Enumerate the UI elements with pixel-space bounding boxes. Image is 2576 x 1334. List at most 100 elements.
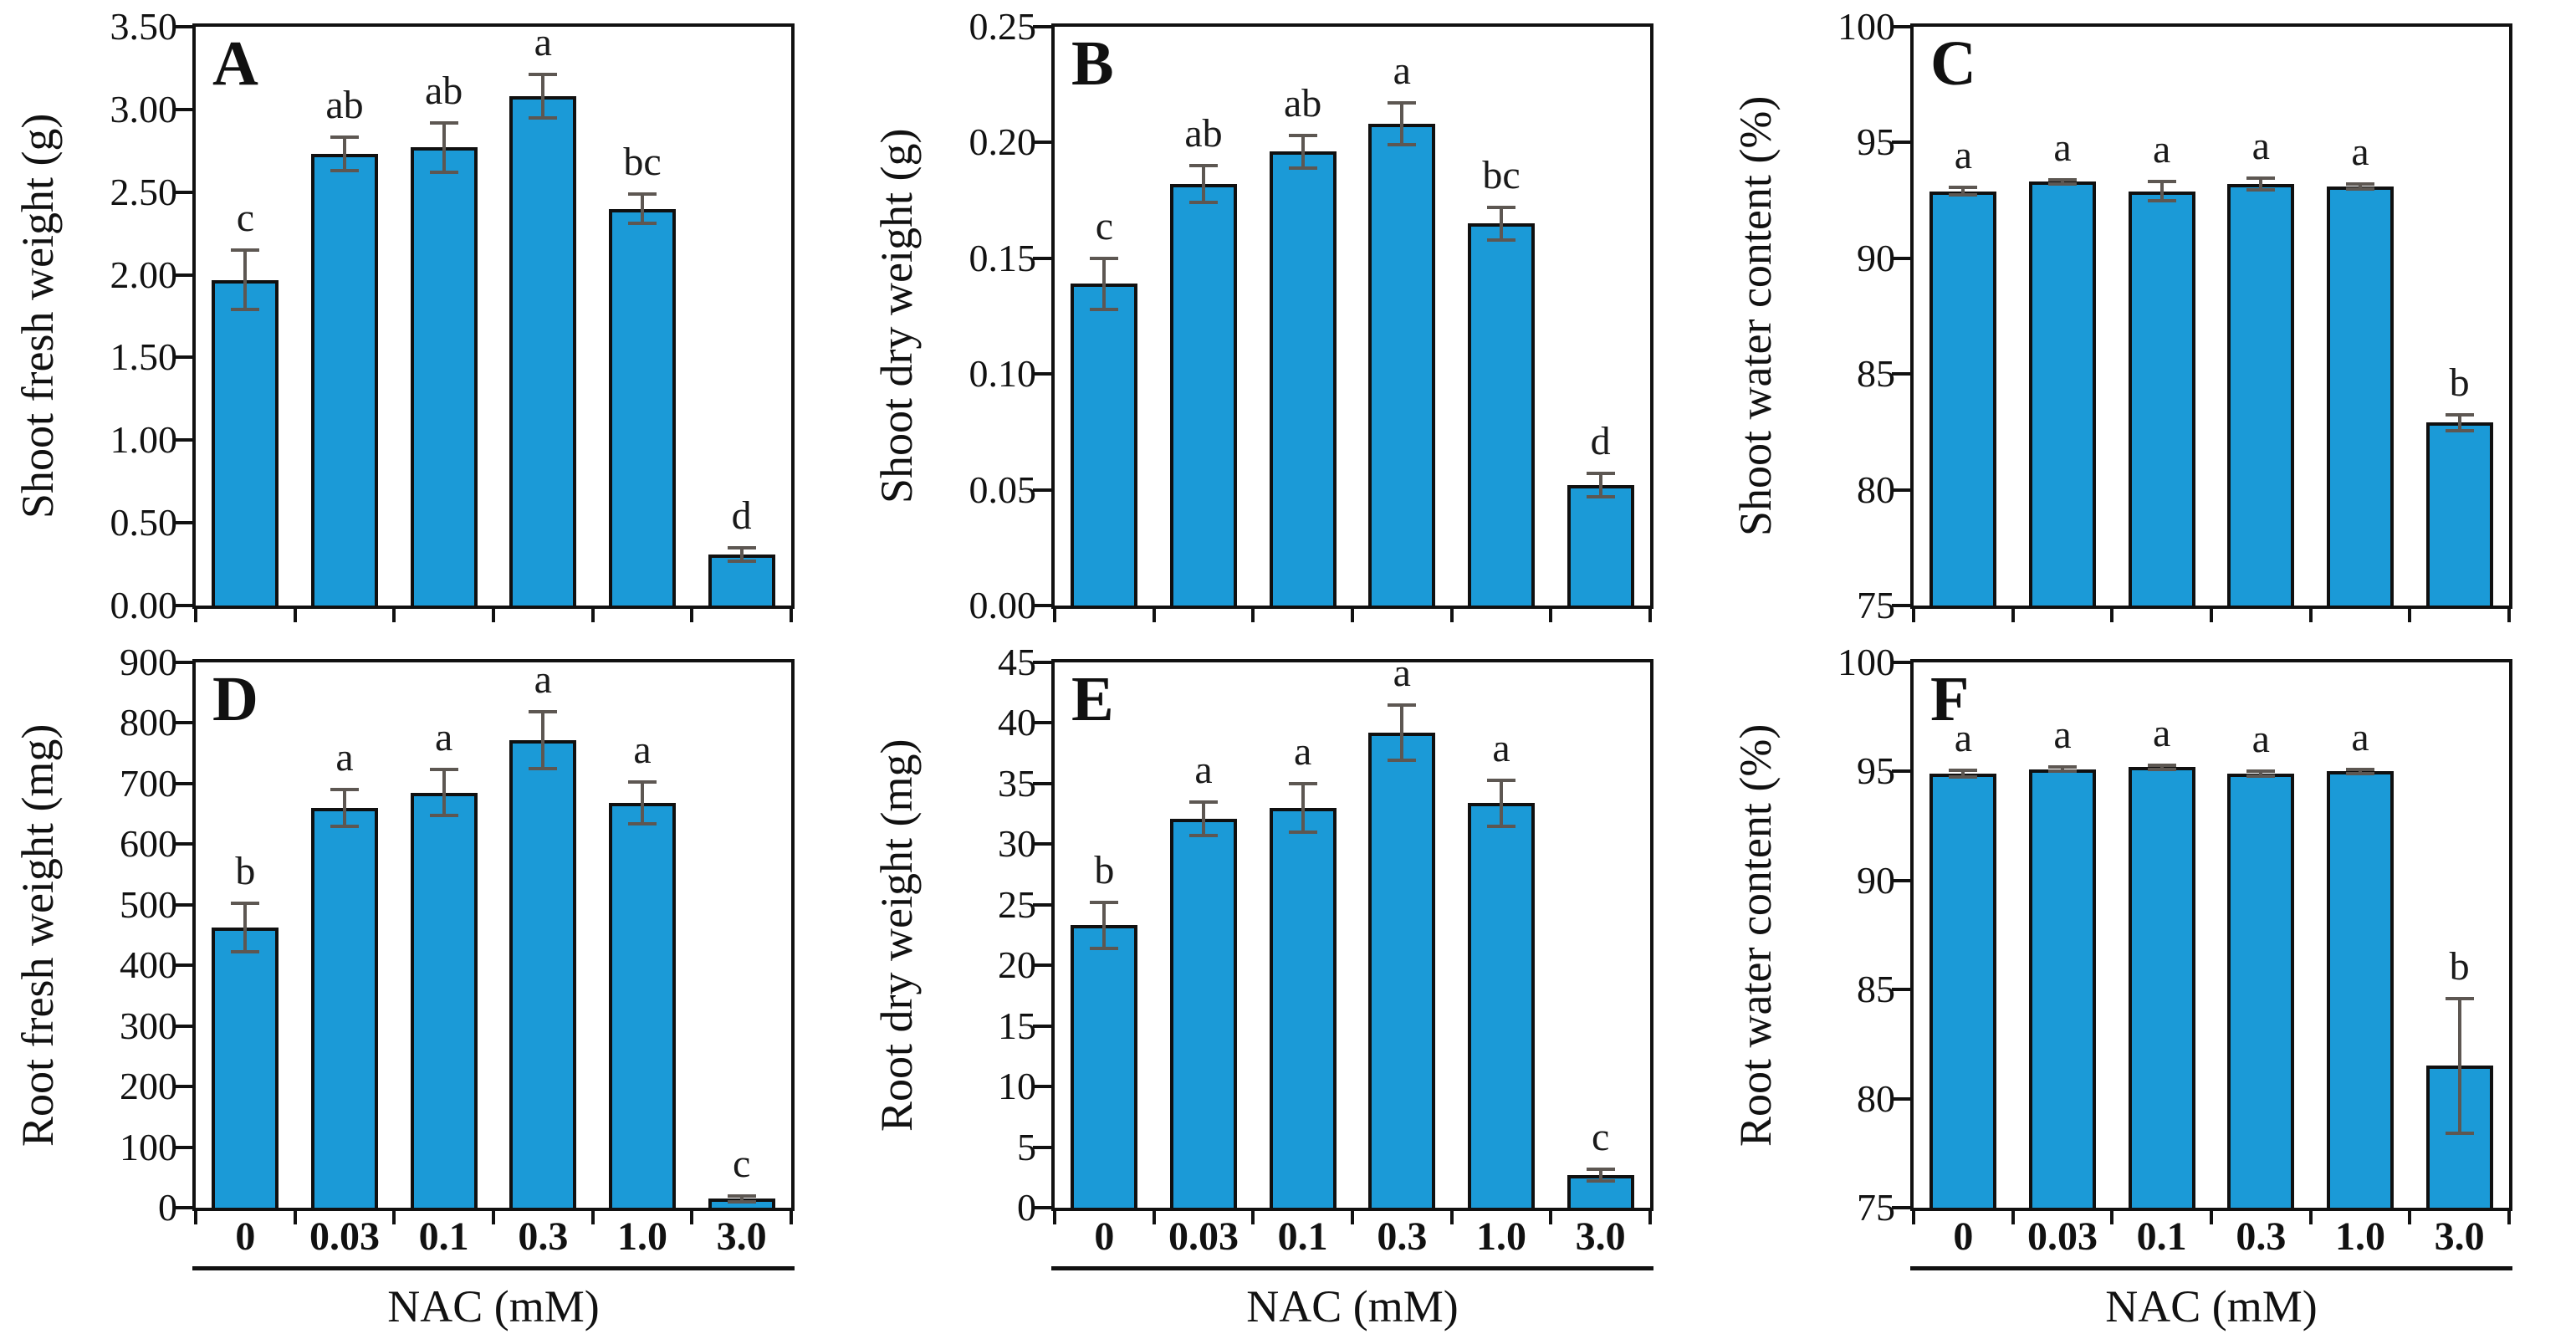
error-bar-line	[1400, 704, 1404, 761]
x-tick-mark	[790, 1211, 793, 1224]
x-tick-labels: 0 0.03 0.1 0.3 1.0 3.0	[1051, 1214, 1653, 1261]
x-tick-mark	[293, 1211, 297, 1224]
error-bar-cap	[529, 73, 558, 77]
y-tick-label: 80	[1857, 1076, 1895, 1120]
error-bar-cap	[429, 170, 458, 174]
bar-A-0.1	[410, 147, 478, 606]
error-bar-cap	[1090, 900, 1119, 904]
error-bar-cap	[1288, 134, 1317, 138]
error-bar-cap	[1090, 256, 1119, 260]
y-tick-label: 0.05	[969, 468, 1037, 511]
error-bar-line	[1598, 1168, 1602, 1182]
x-tick-mark	[2308, 609, 2313, 622]
y-tick-mark	[1892, 604, 1910, 607]
error-bar-cap	[1949, 186, 1978, 190]
error-bar-line	[2259, 771, 2263, 776]
error-bar-cap	[2445, 412, 2474, 417]
y-tick-mark	[174, 963, 192, 968]
y-tick-mark	[1033, 842, 1051, 846]
bar-F-0.3	[2227, 774, 2295, 1208]
bar-B-0.1	[1269, 151, 1337, 606]
error-bar-cap	[2048, 182, 2077, 187]
y-tick-mark	[174, 521, 192, 525]
x-tick-mark	[2110, 609, 2114, 622]
y-tick-label: 0	[1017, 1186, 1036, 1229]
bar-B-1.0	[1468, 223, 1535, 606]
error-bar-cap	[529, 115, 558, 120]
error-bar-cap	[1949, 769, 1978, 773]
y-tick-mark	[174, 842, 192, 846]
y-tick-label: 35	[998, 761, 1036, 805]
y-tick-mark	[1033, 372, 1051, 376]
y-tick-mark	[174, 781, 192, 785]
significance-letter: a	[633, 728, 652, 773]
error-bar-line	[641, 193, 644, 224]
panel-D: Root fresh weight (mg) 0 100 200 300 400 500 60…	[0, 643, 859, 1334]
x-tick-mark	[1449, 609, 1454, 622]
x-tick-label: 3.0	[1575, 1214, 1626, 1259]
error-bar-cap	[1586, 494, 1615, 498]
significance-letter: c	[1592, 1114, 1610, 1159]
significance-letter: a	[2251, 124, 2270, 169]
x-tick-label: 0.03	[2027, 1214, 2098, 1259]
y-tick-mark	[174, 273, 192, 277]
error-bar-line	[2359, 769, 2362, 774]
error-bar-line	[2159, 181, 2164, 201]
y-tick-label: 20	[998, 943, 1036, 987]
error-bar-line	[243, 902, 248, 952]
bar-E-0.03	[1170, 818, 1237, 1208]
y-tick-label: 2.00	[110, 253, 178, 296]
significance-letter: a	[2251, 717, 2270, 762]
x-tick-mark	[690, 1211, 694, 1224]
y-tick-mark	[174, 190, 192, 194]
panel-letter-E: E	[1071, 664, 1114, 734]
error-bar-cap	[2147, 763, 2176, 767]
x-tick-mark	[1053, 609, 1056, 622]
y-tick-mark	[1033, 1024, 1051, 1028]
error-bar-cap	[231, 248, 260, 252]
x-tick-label: 0	[235, 1214, 256, 1259]
y-tick-label: 500	[120, 882, 177, 926]
significance-letter: a	[335, 735, 354, 780]
error-bar-cap	[628, 821, 657, 825]
error-bar-cap	[1487, 824, 1515, 828]
y-tick-label: 0.20	[969, 120, 1037, 164]
x-tick-label: 3.0	[2434, 1214, 2485, 1259]
error-bar-cap	[2246, 769, 2276, 774]
error-bar-cap	[727, 1199, 756, 1204]
y-tick-label: 3.50	[110, 5, 178, 48]
y-tick-mark	[1892, 372, 1910, 376]
bar-B-3.0	[1567, 485, 1634, 606]
error-bar-line	[641, 782, 644, 824]
y-tick-mark	[174, 1206, 192, 1209]
bar-D-0	[212, 927, 279, 1208]
panel-A: Shoot fresh weight (g) 0.00 0.50 1.00 1.50 2.…	[0, 0, 859, 644]
bar-F-0	[1929, 774, 1997, 1208]
error-bar-line	[442, 122, 446, 172]
panel-letter-B: B	[1071, 28, 1114, 99]
error-bar-cap	[1388, 143, 1417, 147]
bar-D-1.0	[609, 803, 676, 1208]
error-bar-line	[343, 790, 346, 826]
error-bar-cap	[1189, 800, 1218, 804]
x-tick-mark	[1549, 1211, 1553, 1224]
error-bar-line	[1102, 258, 1107, 309]
significance-letter: a	[1954, 133, 1972, 178]
y-tick-mark	[1892, 1096, 1910, 1101]
y-tick-label: 0.10	[969, 352, 1037, 396]
error-bar-cap	[231, 308, 260, 312]
error-bar-cap	[429, 120, 458, 125]
error-bar-cap	[1189, 164, 1218, 168]
x-tick-mark	[2011, 609, 2015, 622]
error-bar-cap	[2048, 765, 2077, 769]
error-bar-line	[442, 769, 446, 816]
y-tick-label: 0.00	[969, 584, 1037, 626]
significance-letter: a	[1954, 716, 1972, 761]
significance-letter: b	[1094, 847, 1115, 892]
y-tick-label: 95	[1857, 749, 1895, 793]
y-tick-mark	[1892, 488, 1910, 492]
y-tick-label: 95	[1857, 120, 1895, 164]
